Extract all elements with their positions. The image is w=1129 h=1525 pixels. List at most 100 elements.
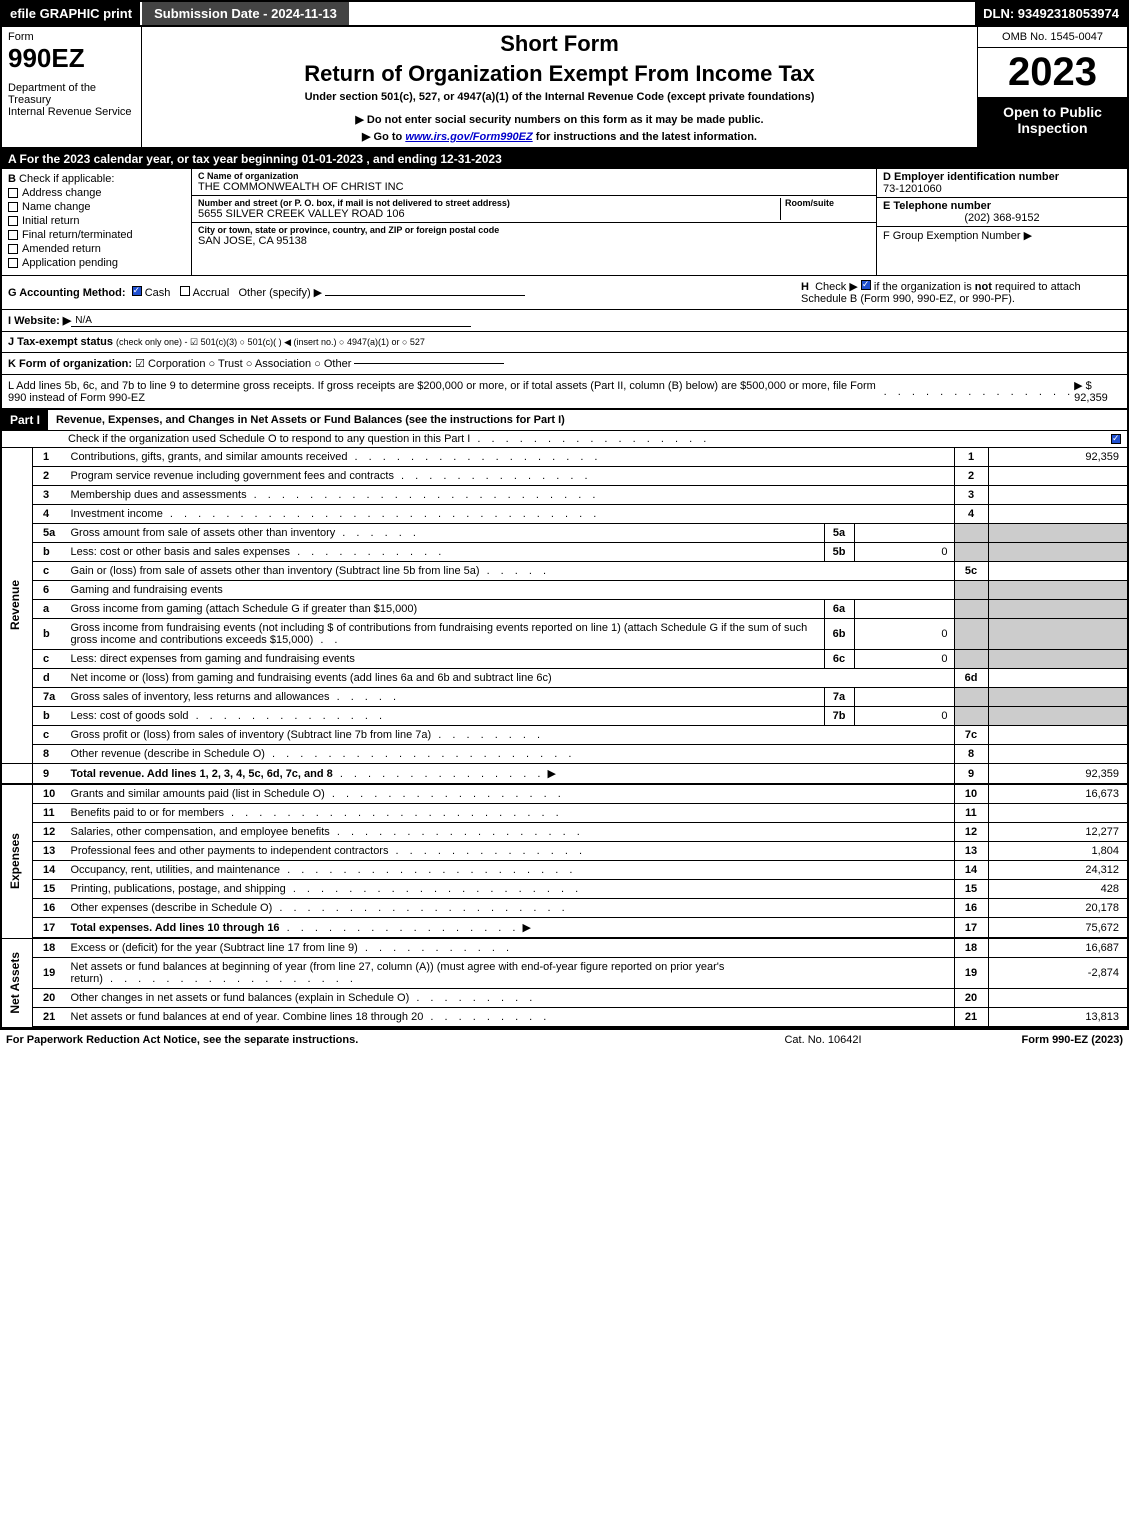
line-6a-ref-shaded	[954, 600, 988, 619]
notice-ssn: ▶ Do not enter social security numbers o…	[150, 113, 969, 126]
part-1-check-text: Check if the organization used Schedule …	[8, 433, 470, 445]
tax-exempt-label: J Tax-exempt status	[8, 336, 113, 348]
line-20-amt	[988, 989, 1128, 1008]
street-value: 5655 SILVER CREEK VALLEY ROAD 106	[198, 208, 780, 220]
checkbox-cash[interactable]	[132, 286, 142, 296]
line-5a-amt-shaded	[988, 524, 1128, 543]
line-11-desc: Benefits paid to or for members	[71, 807, 224, 819]
line-6d-no: d	[33, 669, 65, 688]
section-i: I Website: ▶ N/A	[0, 310, 1129, 332]
department-label: Department of the Treasury Internal Reve…	[8, 82, 135, 118]
line-18-amt: 16,687	[988, 938, 1128, 958]
line-2-no: 2	[33, 467, 65, 486]
line-5b-amt-shaded	[988, 543, 1128, 562]
form-of-org-text: ☑ Corporation ○ Trust ○ Association ○ Ot…	[135, 357, 351, 370]
form-of-org-label: K Form of organization:	[8, 358, 132, 370]
line-2-desc: Program service revenue including govern…	[71, 470, 394, 482]
section-def: D Employer identification number 73-1201…	[877, 169, 1127, 275]
checkbox-address-change[interactable]	[8, 188, 18, 198]
line-20-no: 20	[33, 989, 65, 1008]
line-12-ref: 12	[954, 823, 988, 842]
line-13-no: 13	[33, 842, 65, 861]
line-7c-amt	[988, 726, 1128, 745]
line-6c-ref-shaded	[954, 650, 988, 669]
line-14-ref: 14	[954, 861, 988, 880]
line-18-desc: Excess or (deficit) for the year (Subtra…	[71, 942, 358, 954]
dln-label: DLN: 93492318053974	[975, 2, 1127, 25]
line-11-amt	[988, 804, 1128, 823]
topbar-spacer	[349, 2, 975, 25]
section-b: B Check if applicable: Address change Na…	[2, 169, 192, 275]
main-title: Return of Organization Exempt From Incom…	[150, 61, 969, 87]
line-4-ref: 4	[954, 505, 988, 524]
line-14-amt: 24,312	[988, 861, 1128, 880]
line-7b-ref-shaded	[954, 707, 988, 726]
group-exemption-label: F Group Exemption Number ▶	[883, 229, 1121, 242]
section-l-text: L Add lines 5b, 6c, and 7b to line 9 to …	[8, 380, 877, 404]
line-6b-subval: 0	[854, 619, 954, 650]
website-value: N/A	[71, 315, 471, 327]
form-number: 990EZ	[8, 43, 135, 74]
checkbox-initial-return[interactable]	[8, 216, 18, 226]
line-6d-amt	[988, 669, 1128, 688]
checkbox-schedule-b-not-required[interactable]	[861, 280, 871, 290]
irs-link[interactable]: www.irs.gov/Form990EZ	[405, 131, 532, 143]
tax-exempt-text: (check only one) - ☑ 501(c)(3) ○ 501(c)(…	[116, 337, 425, 348]
checkbox-application-pending[interactable]	[8, 258, 18, 268]
part-1-check-row: Check if the organization used Schedule …	[0, 431, 1129, 448]
checkbox-final-return[interactable]	[8, 230, 18, 240]
line-6a-desc: Gross income from gaming (attach Schedul…	[71, 603, 418, 615]
line-7c-no: c	[33, 726, 65, 745]
line-3-desc: Membership dues and assessments	[71, 489, 247, 501]
line-19-amt: -2,874	[988, 958, 1128, 989]
form-label: Form	[8, 31, 135, 43]
line-6a-no: a	[33, 600, 65, 619]
room-label: Room/suite	[785, 198, 870, 208]
org-name: THE COMMONWEALTH OF CHRIST INC	[198, 181, 870, 193]
line-9-desc: Total revenue. Add lines 1, 2, 3, 4, 5c,…	[71, 768, 333, 780]
tel-value: (202) 368-9152	[883, 212, 1121, 224]
name-change-label: Name change	[22, 201, 91, 213]
line-11-ref: 11	[954, 804, 988, 823]
checkbox-amended-return[interactable]	[8, 244, 18, 254]
cash-label: Cash	[145, 287, 171, 299]
line-14-no: 14	[33, 861, 65, 880]
initial-return-label: Initial return	[22, 215, 79, 227]
line-1-desc: Contributions, gifts, grants, and simila…	[71, 451, 348, 463]
line-5a-sub: 5a	[824, 524, 854, 543]
line-5c-ref: 5c	[954, 562, 988, 581]
tel-label: E Telephone number	[883, 200, 1121, 212]
line-3-amt	[988, 486, 1128, 505]
line-14-desc: Occupancy, rent, utilities, and maintena…	[71, 864, 281, 876]
efile-print-label[interactable]: efile GRAPHIC print	[2, 2, 140, 25]
section-k: K Form of organization: ☑ Corporation ○ …	[0, 353, 1129, 375]
line-6b-sub: 6b	[824, 619, 854, 650]
other-specify-input[interactable]	[325, 295, 525, 296]
footer-left: For Paperwork Reduction Act Notice, see …	[6, 1034, 723, 1046]
line-4-desc: Investment income	[71, 508, 163, 520]
checkbox-accrual[interactable]	[180, 286, 190, 296]
line-6d-desc: Net income or (loss) from gaming and fun…	[71, 672, 552, 684]
checkbox-schedule-o-used[interactable]	[1111, 434, 1121, 444]
line-15-no: 15	[33, 880, 65, 899]
section-l-amount: ▶ $ 92,359	[1074, 379, 1121, 404]
line-5b-desc: Less: cost or other basis and sales expe…	[71, 546, 291, 558]
line-9-no: 9	[33, 764, 65, 785]
line-17-ref: 17	[954, 918, 988, 939]
line-1-amt: 92,359	[988, 448, 1128, 467]
addr-change-label: Address change	[22, 187, 102, 199]
line-17-desc: Total expenses. Add lines 10 through 16	[71, 922, 280, 934]
line-11-no: 11	[33, 804, 65, 823]
line-5b-no: b	[33, 543, 65, 562]
line-15-desc: Printing, publications, postage, and shi…	[71, 883, 286, 895]
line-6a-subval	[854, 600, 954, 619]
other-org-input[interactable]	[354, 363, 504, 364]
part-1-header-row: Part I Revenue, Expenses, and Changes in…	[0, 410, 1129, 431]
line-8-no: 8	[33, 745, 65, 764]
line-16-amt: 20,178	[988, 899, 1128, 918]
arrow-icon: ▶	[548, 768, 556, 780]
org-name-label: C Name of organization	[198, 171, 870, 181]
line-20-ref: 20	[954, 989, 988, 1008]
checkbox-name-change[interactable]	[8, 202, 18, 212]
top-bar: efile GRAPHIC print Submission Date - 20…	[0, 0, 1129, 27]
